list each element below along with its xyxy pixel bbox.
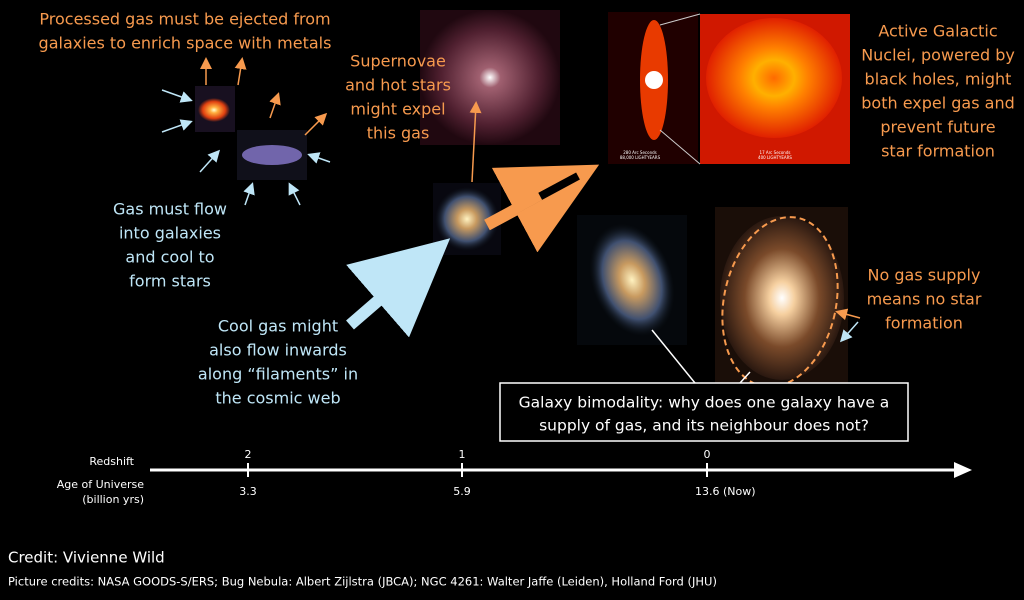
arrow: [469, 101, 482, 183]
zoom-line: [659, 13, 701, 26]
timeline-label: (billion yrs): [82, 493, 144, 506]
annotation: Nuclei, powered by: [861, 46, 1015, 65]
images: [195, 10, 850, 388]
annotation: also flow inwards: [209, 341, 347, 360]
merging-galaxy-core: [242, 145, 302, 165]
arrow: [835, 308, 861, 321]
image-caption: 400 LIGHTYEARS: [758, 155, 792, 160]
agn-disk-ring: [706, 18, 842, 138]
annotation: Gas must flow: [113, 200, 227, 219]
age-label: 5.9: [453, 485, 471, 498]
image-caption: 17 Arc Seconds: [760, 150, 791, 155]
annotation: means no star: [867, 290, 982, 309]
arrow: [234, 57, 247, 86]
arrow: [243, 182, 255, 206]
arrow: [304, 112, 328, 136]
bug-nebula: [420, 10, 560, 145]
annotation: and hot stars: [345, 76, 451, 95]
arrow: [288, 182, 301, 206]
timeline-ticks: 2 3.3 1 5.9 0 13.6 (Now): [239, 448, 755, 498]
zoom-line: [659, 129, 701, 165]
redshift-label: 1: [459, 448, 466, 461]
arrow: [161, 89, 193, 103]
small-galaxy-core: [198, 98, 230, 122]
agn-core: [645, 71, 663, 89]
annotation: the cosmic web: [215, 389, 340, 408]
annotation: along “filaments” in: [198, 365, 358, 384]
timeline-label: Age of Universe: [57, 478, 144, 491]
question-box: [499, 382, 909, 442]
question: Galaxy bimodality: why does one galaxy h…: [519, 394, 890, 412]
image-caption: 280 Arc Seconds: [623, 150, 656, 155]
age-label: 13.6 (Now): [695, 485, 756, 498]
pointer-line: [739, 371, 751, 384]
pointer-line: [651, 329, 696, 384]
outflow-arrow-fill: [484, 192, 543, 229]
annotation: Supernovae: [350, 52, 446, 71]
timeline-label: Redshift: [89, 455, 134, 468]
annotation: formation: [885, 314, 963, 333]
arrows: [161, 57, 861, 384]
spiral-galaxy-disk: [589, 223, 675, 337]
annotation: into galaxies: [119, 224, 221, 243]
arrow: [161, 119, 193, 133]
annotation: form stars: [129, 272, 211, 291]
annotation: and cool to: [125, 248, 214, 267]
timeline-arrowhead: [954, 462, 972, 478]
arrow: [269, 92, 281, 119]
annotation: Active Galactic: [878, 22, 997, 41]
annotation: No gas supply: [868, 266, 981, 285]
arrow: [840, 321, 859, 343]
credit: Credit: Vivienne Wild: [8, 549, 165, 567]
annotation: galaxies to enrich space with metals: [39, 34, 332, 53]
annotation: both expel gas and: [861, 94, 1015, 113]
annotation: Processed gas must be ejected from: [39, 10, 330, 29]
question: supply of gas, and its neighbour does no…: [539, 417, 869, 435]
annotation: star formation: [881, 142, 995, 161]
picture-credits: Picture credits: NASA GOODS-S/ERS; Bug N…: [8, 575, 717, 589]
redshift-label: 2: [245, 448, 252, 461]
elliptical-galaxy-body: [720, 216, 844, 380]
annotation: Cool gas might: [218, 317, 338, 336]
arrow: [307, 152, 331, 164]
inflow-arrow: [346, 238, 451, 338]
annotation: prevent future: [880, 118, 995, 137]
annotation: black holes, might: [865, 70, 1012, 89]
spiral-small-disk: [435, 187, 499, 251]
annotation: this gas: [367, 124, 430, 143]
annotation: might expel: [350, 100, 445, 119]
age-label: 3.3: [239, 485, 257, 498]
image-caption: 88,000 LIGHTYEARS: [620, 155, 661, 160]
redshift-label: 0: [704, 448, 711, 461]
arrow: [199, 149, 221, 173]
